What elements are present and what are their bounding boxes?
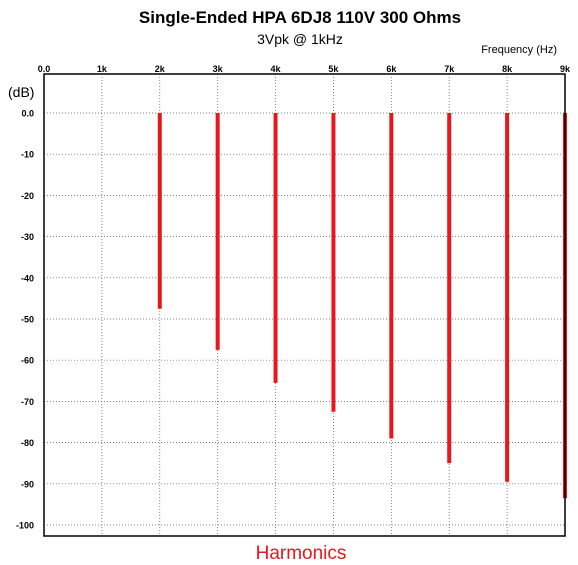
plot-frame (43, 73, 566, 537)
y-axis-label: (dB) (8, 84, 34, 100)
x-tick-label: 6k (386, 64, 397, 74)
y-tick-label: -100 (16, 521, 34, 531)
y-tick-label: -10 (21, 150, 34, 160)
x-tick-label: 7k (444, 64, 455, 74)
y-tick-label: -20 (21, 191, 34, 201)
y-tick-label: -30 (21, 232, 34, 242)
x-tick-labels: 0.0 1k 2k 3k 4k 5k 6k 7k 8k 9k (38, 64, 571, 74)
y-tick-labels: 0.0 -10 -20 -30 -40 -50 -60 -70 -80 -90 -100 (16, 109, 34, 531)
y-tick-label: -40 (21, 273, 34, 283)
x-tick-label: 2k (155, 64, 166, 74)
chart-title: Single-Ended HPA 6DJ8 110V 300 Ohms (139, 8, 461, 27)
x-axis-label: Harmonics (256, 543, 347, 564)
y-tick-label: -90 (21, 479, 34, 489)
x-tick-label: 8k (502, 64, 513, 74)
grid-lines (44, 74, 565, 536)
chart-subtitle: 3Vpk @ 1kHz (257, 31, 343, 47)
y-tick-label: 0.0 (21, 109, 34, 119)
y-tick-label: -60 (21, 356, 34, 366)
y-tick-label: -70 (21, 397, 34, 407)
x-tick-label: 9k (560, 64, 571, 74)
x-tick-label: 0.0 (38, 64, 51, 74)
harmonic-bars (157, 113, 567, 499)
x-unit-label: Frequency (Hz) (481, 44, 557, 56)
x-tick-label: 1k (97, 64, 108, 74)
y-tick-label: -80 (21, 438, 34, 448)
x-tick-label: 3k (213, 64, 224, 74)
y-tick-label: -50 (21, 315, 34, 325)
x-tick-label: 4k (271, 64, 282, 74)
x-tick-label: 5k (328, 64, 339, 74)
